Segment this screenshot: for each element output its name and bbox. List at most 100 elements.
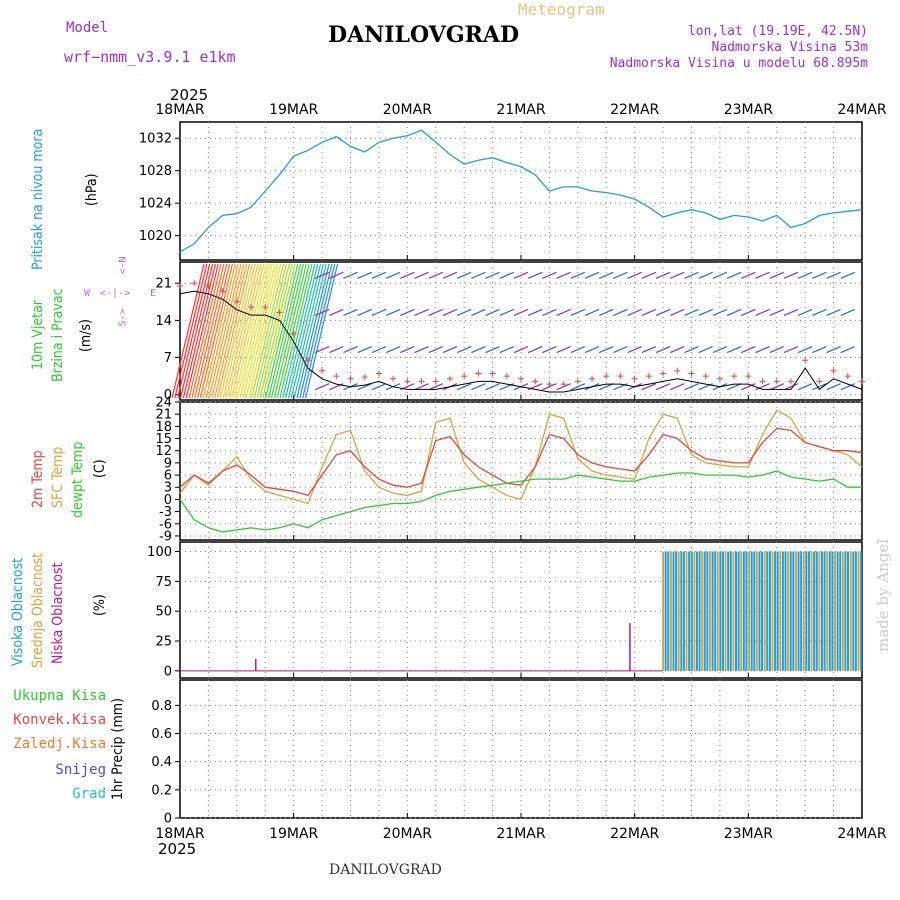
wind-arrow <box>456 271 472 279</box>
wind-arrow <box>385 308 401 316</box>
wind-arrow <box>613 271 628 279</box>
wind-arrow <box>371 346 387 354</box>
temp-ytick-label: 6 <box>164 469 172 484</box>
wind-gust-marker <box>802 357 809 364</box>
wind-arrow <box>584 271 600 279</box>
wind-barb-strong <box>236 263 270 399</box>
wind-barb-strong <box>174 263 208 399</box>
year-bottom-label: 2025 <box>158 840 197 858</box>
wind-barb-strong <box>273 263 307 399</box>
wind-arrow <box>726 308 742 316</box>
wind-arrow <box>613 346 628 354</box>
wind-barb-strong <box>270 263 305 399</box>
wind-arrow <box>641 383 657 391</box>
wind-barb-strong <box>188 263 222 399</box>
x-tick-label-top: 21MAR <box>496 102 545 118</box>
wind-arrow <box>456 383 472 391</box>
cloud-ytick-label: 75 <box>155 575 172 590</box>
wind-arrow <box>641 271 657 279</box>
wind-arrow <box>584 383 600 391</box>
wind-arrow <box>570 271 586 279</box>
wind-arrow <box>726 346 742 354</box>
wind-barb-strong <box>191 263 225 399</box>
wind-arrow <box>329 383 344 391</box>
wind-barb-strong <box>177 263 211 399</box>
wind-barb-strong <box>182 263 216 399</box>
wind-arrow <box>343 383 358 391</box>
wind-barb-strong <box>287 263 322 399</box>
wind-barb-strong <box>199 263 234 399</box>
wind-arrow <box>783 271 799 279</box>
precip-panel-frame <box>179 679 863 819</box>
wind-gust-marker <box>645 373 652 380</box>
wind-arrow <box>542 383 557 391</box>
wind-gust-marker <box>319 367 326 374</box>
cloud-axis-title-1: Visoka Oblacnost <box>10 557 26 666</box>
wind-barb-strong <box>231 263 265 399</box>
wind-gust-marker <box>844 373 851 380</box>
x-tick-label-bottom: 20MAR <box>383 826 432 842</box>
wind-arrow <box>755 308 770 316</box>
wind-gust-marker <box>560 381 567 388</box>
wind-arrow <box>826 271 841 279</box>
pressure-series-line <box>179 129 863 253</box>
wind-barb-strong <box>259 263 293 399</box>
wind-gust-marker <box>503 373 510 380</box>
precip-ytick-label: 0 <box>164 812 172 827</box>
wind-arrow <box>840 271 856 279</box>
wind-arrow <box>385 383 401 391</box>
x-tick-label-top: 23MAR <box>724 102 773 118</box>
wind-barb-strong <box>256 263 290 399</box>
wind-arrow <box>812 271 827 279</box>
wind-arrow <box>769 271 784 279</box>
wind-arrow <box>826 346 841 354</box>
wind-barb-strong <box>253 263 287 399</box>
wind-ytick-label: 7 <box>164 351 172 366</box>
wind-gust-marker <box>532 378 539 385</box>
x-tick-label-bottom: 19MAR <box>269 826 318 842</box>
wind-gust-marker <box>574 378 581 385</box>
wind-arrow <box>840 383 856 391</box>
wind-arrow <box>357 308 372 316</box>
wind-barb-strong <box>211 263 245 399</box>
wind-arrow <box>414 383 429 391</box>
temp-ytick-label: 21 <box>155 408 172 423</box>
wind-arrow <box>556 346 571 354</box>
pressure-unit-label: (hPa) <box>84 173 100 207</box>
wind-gust-marker <box>631 375 638 382</box>
wind-arrow <box>741 383 756 391</box>
wind-arrow <box>442 271 458 279</box>
wind-barb-strong <box>293 263 327 399</box>
wind-barb-strong <box>205 263 239 399</box>
compass-e: E <box>150 288 157 299</box>
wind-arrow <box>641 346 657 354</box>
wind-arrow <box>556 271 571 279</box>
cloud-ytick-label: 0 <box>164 664 172 679</box>
wind-gust-marker <box>617 373 624 380</box>
precip-ytick-label: 0.6 <box>151 727 172 742</box>
wind-arrow <box>400 383 415 391</box>
wind-arrow <box>797 383 813 391</box>
wind-barb-strong <box>279 263 313 399</box>
compass-n-arrow: <-N <box>117 256 129 275</box>
wind-arrow <box>485 346 500 354</box>
wind-arrow <box>442 308 458 316</box>
wind-arrow <box>783 383 799 391</box>
x-tick-label-bottom: 23MAR <box>724 826 773 842</box>
temp-ytick-label: 3 <box>164 481 172 496</box>
wind-arrow <box>726 383 742 391</box>
dewpt-temp-line <box>179 470 862 533</box>
x-tick-label-top: 22MAR <box>610 102 659 118</box>
wind-gust-marker <box>787 378 794 385</box>
wind-gust-marker <box>716 375 723 382</box>
wind-barb-strong <box>302 263 336 399</box>
wind-arrow <box>513 383 529 391</box>
wind-gust-marker <box>688 370 695 377</box>
wind-panel-frame <box>179 261 863 401</box>
wind-arrow <box>499 308 515 316</box>
wind-arrow <box>499 383 515 391</box>
wind-arrow <box>698 383 713 391</box>
wind-gust-marker <box>660 370 667 377</box>
cloud-panel-frame <box>179 541 863 679</box>
wind-barb-strong <box>262 263 296 399</box>
